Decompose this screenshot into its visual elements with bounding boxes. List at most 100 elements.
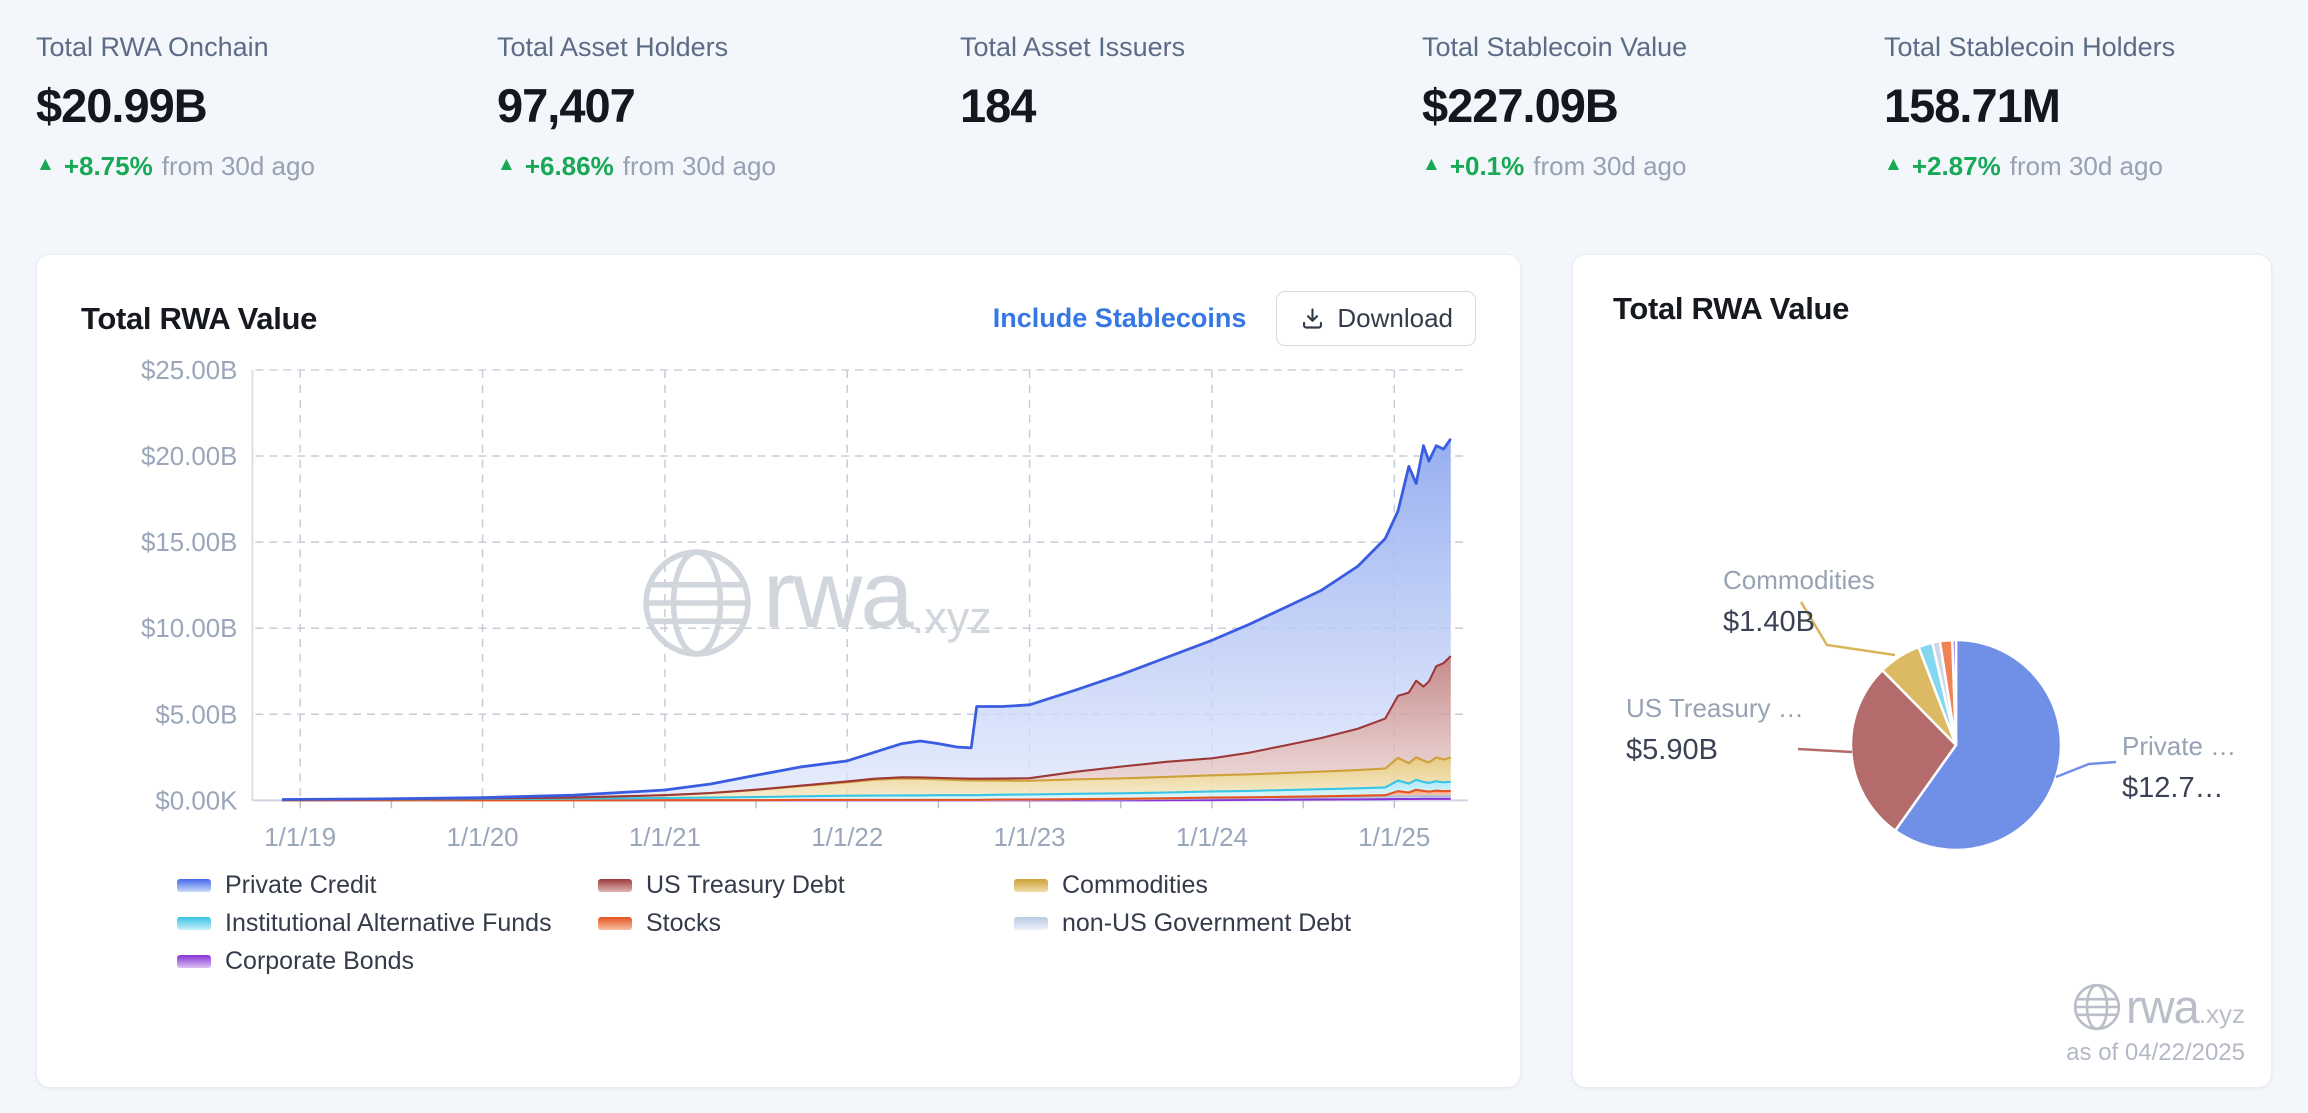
area-band-private-credit [281, 438, 1451, 800]
legend-item-stocks[interactable]: Stocks [598, 909, 1014, 938]
stat-delta: ▲ +2.87% from 30d ago [1884, 150, 2272, 182]
chart-text: $12.7… [2122, 772, 2224, 804]
chart-text: $20.00B [141, 443, 237, 471]
chart-text: 1/1/25 [1358, 824, 1430, 852]
chart-text: $25.00B [141, 357, 237, 385]
legend-swatch [177, 954, 211, 968]
total-rwa-value-pie-card: Total RWA Value Commodities $1.40B US Trea… [1572, 254, 2272, 1088]
chart-text: $15.00B [141, 529, 237, 557]
stat-label: Total Stablecoin Holders [1884, 32, 2176, 62]
area-card-actions: Include Stablecoins Download [993, 291, 1476, 346]
stat-value: $20.99B [36, 79, 208, 132]
download-button[interactable]: Download [1276, 291, 1476, 346]
delta-note: from 30d ago [161, 151, 315, 181]
legend-swatch [598, 916, 632, 930]
triangle-up-icon: ▲ [497, 154, 516, 175]
legend-label: US Treasury Debt [646, 871, 845, 900]
delta-value: +0.1% [1449, 151, 1525, 181]
legend-item-institutional-alternative-funds[interactable]: Institutional Alternative Funds [177, 909, 598, 938]
stat-label: Total RWA Onchain [36, 32, 269, 62]
chart-text: 1/1/23 [994, 824, 1066, 852]
legend-item-private-credit[interactable]: Private Credit [177, 871, 598, 900]
legend-label: Commodities [1062, 871, 1208, 900]
legend-swatch [598, 878, 632, 892]
chart-text: 1/1/20 [447, 824, 519, 852]
pie-slice-us-treasury-debt[interactable] [1849, 668, 1958, 832]
chart-text: 1/1/19 [264, 824, 336, 852]
stat-total-stablecoin-value: Total Stablecoin Value $227.09B ▲ +0.1% … [1422, 30, 1884, 182]
dashboard: Total RWA Onchain $20.99B ▲ +8.75% from … [36, 30, 2272, 1088]
stats-row: Total RWA Onchain $20.99B ▲ +8.75% from … [36, 30, 2272, 182]
legend-swatch [1014, 878, 1048, 892]
legend-swatch [177, 878, 211, 892]
area-band-institutional-alternative-funds [281, 779, 1451, 801]
legend-item-commodities[interactable]: Commodities [1014, 871, 1476, 900]
stat-total-asset-holders: Total Asset Holders 97,407 ▲ +6.86% from… [497, 30, 960, 182]
delta-value: +8.75% [63, 151, 153, 181]
delta-value: +2.87% [1911, 151, 2001, 181]
cards-row: Total RWA Value Include Stablecoins Down… [36, 254, 2272, 1088]
area-line-stocks [281, 788, 1451, 802]
download-label: Download [1337, 303, 1453, 333]
area-band-commodities [281, 757, 1451, 800]
triangle-up-icon: ▲ [1422, 154, 1441, 175]
legend-label: Corporate Bonds [225, 947, 415, 976]
legend-item-non-us-government-debt[interactable]: non-US Government Debt [1014, 909, 1476, 938]
legend-label: Stocks [646, 909, 722, 938]
stat-label: Total Asset Holders [497, 32, 729, 62]
chart-text: $1.40B [1723, 606, 1815, 638]
chart-text: US Treasury … [1626, 693, 1804, 723]
chart-text: Private … [2122, 731, 2236, 761]
as-of-date: as of 04/22/2025 [2066, 1039, 2245, 1066]
chart-text: $5.90B [1626, 734, 1718, 766]
legend-swatch [177, 916, 211, 930]
legend-item-corporate-bonds[interactable]: Corporate Bonds [177, 947, 598, 976]
include-stablecoins-link[interactable]: Include Stablecoins [992, 303, 1247, 333]
area-line-private-credit [281, 437, 1452, 801]
pie-leader-line-2 [2055, 760, 2117, 779]
pie-slice-corporate-bonds[interactable] [1951, 638, 1958, 747]
stat-delta: ▲ +6.86% from 30d ago [497, 150, 960, 182]
delta-note: from 30d ago [1533, 151, 1687, 181]
triangle-up-icon: ▲ [1884, 154, 1903, 175]
chart-text: Commodities [1723, 565, 1875, 595]
stat-label: Total Asset Issuers [960, 32, 1186, 62]
pie-leader-line-0 [1799, 601, 1896, 657]
pie-card-title: Total RWA Value [1613, 291, 1850, 326]
pie-chart: Commodities $1.40B US Treasury … $5.90B Priv… [1626, 565, 2236, 852]
stat-value: 97,407 [497, 79, 636, 132]
chart-text: 1/1/21 [629, 824, 701, 852]
stat-total-asset-issuers: Total Asset Issuers 184 [960, 30, 1422, 182]
triangle-up-icon: ▲ [36, 154, 55, 175]
area-line-us-treasury-debt [281, 655, 1452, 801]
stat-value: 184 [960, 79, 1036, 132]
download-icon [1303, 308, 1323, 329]
chart-text: $0.00K [155, 787, 237, 815]
chart-text: 1/1/24 [1176, 824, 1248, 852]
stat-delta: ▲ +0.1% from 30d ago [1422, 150, 1884, 182]
delta-note: from 30d ago [2009, 151, 2163, 181]
chart-text: $5.00B [155, 701, 237, 729]
stat-value: 158.71M [1884, 79, 2061, 132]
area-card-header: Total RWA Value Include Stablecoins Down… [81, 291, 1476, 346]
delta-value: +6.86% [524, 151, 614, 181]
stat-value: $227.09B [1422, 79, 1619, 132]
area-chart: $0.00K $5.00B $10.00B $15.00B $20.00B $25.00B… [141, 357, 1469, 852]
stat-total-stablecoin-holders: Total Stablecoin Holders 158.71M ▲ +2.87… [1884, 30, 2272, 182]
stat-total-rwa-onchain: Total RWA Onchain $20.99B ▲ +8.75% from … [36, 30, 497, 182]
chart-text: 1/1/22 [811, 824, 883, 852]
area-line-institutional-alternative-funds [281, 778, 1451, 801]
delta-note: from 30d ago [622, 151, 776, 181]
area-band-us-treasury-debt [281, 656, 1451, 800]
legend-label: Private Credit [225, 871, 377, 900]
legend-label: non-US Government Debt [1062, 909, 1352, 938]
stat-delta: ▲ +8.75% from 30d ago [36, 150, 497, 182]
legend-item-us-treasury-debt[interactable]: US Treasury Debt [598, 871, 1014, 900]
legend-label: Institutional Alternative Funds [225, 909, 552, 938]
pie-leader-line-1 [1797, 747, 1853, 754]
total-rwa-value-area-card: Total RWA Value Include Stablecoins Down… [36, 254, 1521, 1088]
stat-label: Total Stablecoin Value [1422, 32, 1688, 62]
legend-swatch [1014, 916, 1048, 930]
area-chart-legend: Private Credit US Treasury Debt Commodit… [177, 871, 1476, 976]
chart-text: $10.00B [141, 615, 237, 643]
